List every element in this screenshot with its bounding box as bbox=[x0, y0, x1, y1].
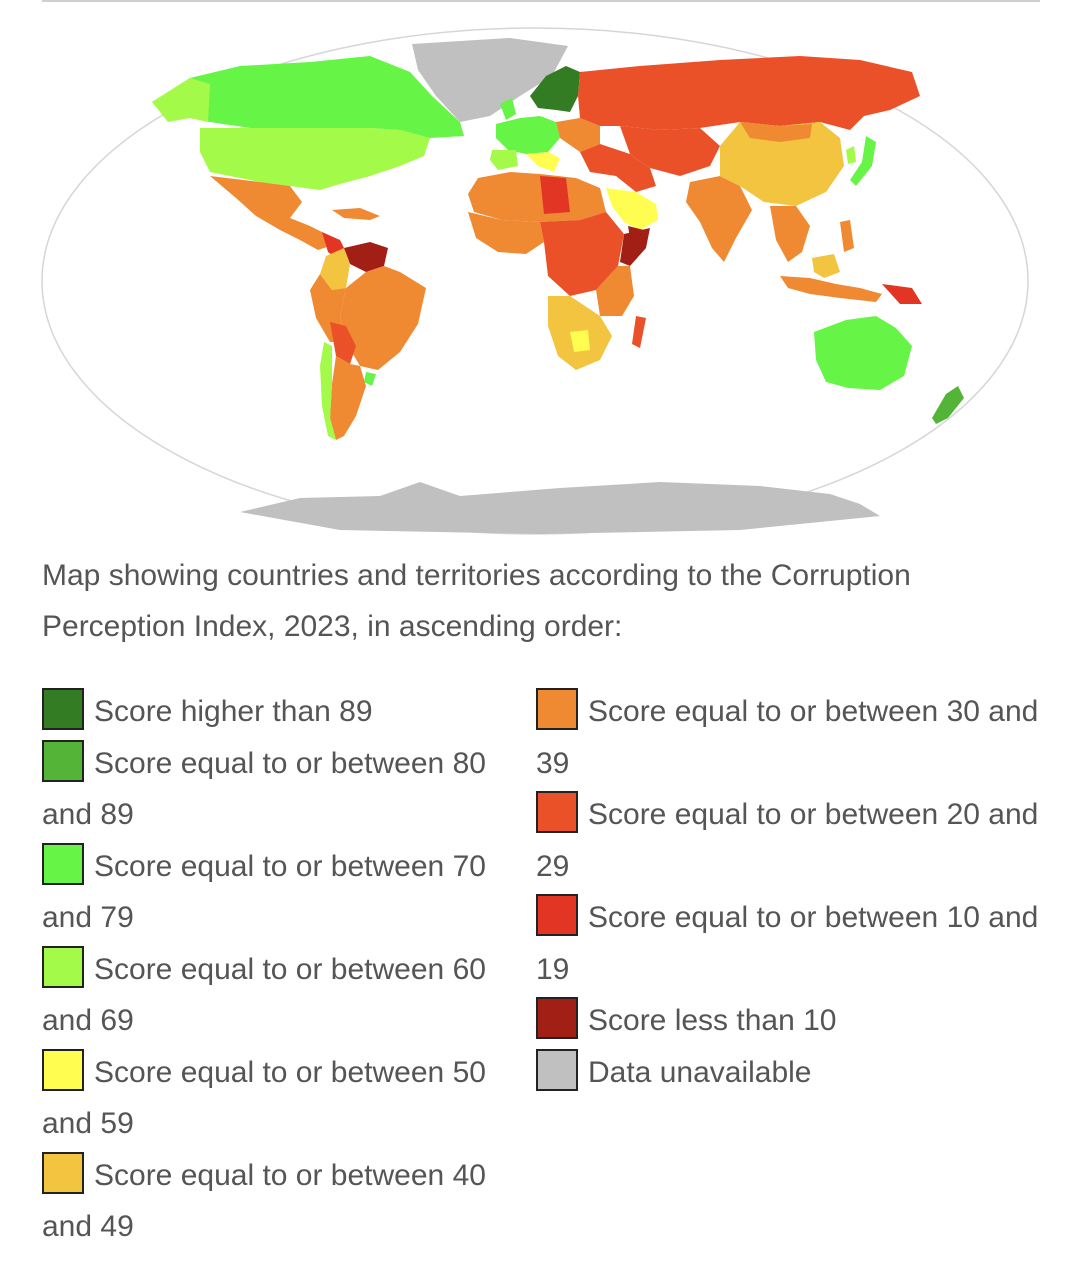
legend-label: Score equal to or between 70 and 79 bbox=[42, 849, 486, 935]
legend-label: Score equal to or between 80 and 89 bbox=[42, 746, 486, 832]
region-india bbox=[686, 176, 752, 262]
region-greenland bbox=[412, 38, 568, 122]
region-canada bbox=[152, 56, 464, 138]
region-antarctica bbox=[240, 482, 880, 534]
legend-label: Score less than 10 bbox=[588, 1004, 837, 1037]
region-mexico bbox=[210, 176, 330, 250]
legend-swatch bbox=[42, 1151, 84, 1194]
legend-swatch bbox=[42, 842, 84, 885]
region-horn-of-africa bbox=[620, 228, 650, 266]
legend-item: Score higher than 89 bbox=[42, 686, 497, 738]
legend-swatch bbox=[536, 688, 578, 730]
region-japan bbox=[850, 136, 876, 186]
region-china bbox=[720, 122, 844, 206]
legend-item: Score equal to or between 80 and 89 bbox=[42, 738, 497, 841]
legend-label: Score equal to or between 40 and 49 bbox=[42, 1158, 486, 1244]
region-australia bbox=[814, 316, 912, 390]
region-scandinavia bbox=[530, 66, 580, 112]
legend-swatch bbox=[42, 688, 84, 730]
legend-swatch bbox=[42, 739, 84, 782]
region-indonesia bbox=[780, 276, 882, 302]
legend-swatch bbox=[42, 945, 84, 988]
top-divider bbox=[42, 0, 1040, 2]
legend-label: Score equal to or between 20 and 29 bbox=[536, 798, 1039, 883]
region-venezuela bbox=[344, 242, 388, 272]
region-east-africa bbox=[596, 266, 634, 316]
region-brazil bbox=[340, 266, 426, 370]
region-libya bbox=[540, 176, 570, 214]
region-iberia bbox=[490, 150, 518, 170]
map-caption: Map showing countries and territories ac… bbox=[42, 559, 911, 643]
region-korea bbox=[846, 146, 856, 164]
region-borneo bbox=[812, 254, 840, 278]
legend-item: Score equal to or between 30 and 39 bbox=[536, 686, 1041, 789]
world-map bbox=[40, 26, 1030, 536]
legend-swatch bbox=[536, 791, 578, 833]
legend-item: Score equal to or between 20 and 29 bbox=[536, 789, 1041, 892]
region-western-europe bbox=[496, 116, 560, 154]
legend-swatch bbox=[536, 894, 578, 936]
region-colombia bbox=[320, 248, 350, 290]
legend-label: Score equal to or between 60 and 69 bbox=[42, 952, 486, 1038]
region-arabia bbox=[606, 188, 658, 230]
region-turkey-iran bbox=[580, 144, 656, 192]
legend-swatch bbox=[536, 997, 578, 1039]
legend-label: Data unavailable bbox=[588, 1055, 812, 1089]
region-alaska bbox=[152, 78, 210, 122]
region-new-zealand bbox=[932, 386, 964, 424]
legend-swatch bbox=[536, 1048, 578, 1091]
region-caribbean bbox=[332, 208, 380, 220]
region-uruguay bbox=[364, 372, 376, 386]
legend-label: Score equal to or between 50 and 59 bbox=[42, 1055, 486, 1141]
region-argentina bbox=[330, 356, 366, 440]
legend-label: Score equal to or between 30 and 39 bbox=[536, 695, 1039, 780]
legend-swatch bbox=[42, 1048, 84, 1091]
world-map-svg bbox=[41, 27, 1029, 535]
region-west-africa bbox=[468, 212, 544, 254]
legend-item: Score equal to or between 50 and 59 bbox=[42, 1047, 497, 1150]
legend-right-column: Score equal to or between 30 and 39 Scor… bbox=[536, 686, 1041, 1098]
region-southern-europe bbox=[526, 152, 560, 172]
region-uk bbox=[500, 98, 516, 120]
region-central-asia bbox=[620, 126, 720, 176]
legend-label: Score higher than 89 bbox=[94, 695, 373, 728]
region-central-africa bbox=[540, 212, 624, 296]
legend-item: Score equal to or between 70 and 79 bbox=[42, 841, 497, 944]
region-eastern-europe bbox=[556, 118, 600, 152]
region-paraguay-bolivia bbox=[330, 322, 356, 364]
legend-item: Score less than 10 bbox=[536, 995, 1041, 1047]
legend-left-column: Score higher than 89 Score equal to or b… bbox=[42, 686, 497, 1253]
region-madagascar bbox=[632, 316, 646, 348]
region-chile bbox=[320, 342, 336, 440]
region-papua bbox=[882, 284, 922, 304]
legend-label: Score equal to or between 10 and 19 bbox=[536, 901, 1039, 986]
region-mongolia bbox=[740, 122, 812, 142]
legend-item: Score equal to or between 60 and 69 bbox=[42, 944, 497, 1047]
region-southeast-asia bbox=[770, 206, 810, 262]
region-russia bbox=[578, 56, 920, 130]
region-philippines bbox=[840, 220, 854, 252]
legend-item: Data unavailable bbox=[536, 1047, 1041, 1099]
region-usa bbox=[200, 128, 430, 190]
region-botswana bbox=[570, 330, 590, 352]
legend-item: Score equal to or between 40 and 49 bbox=[42, 1150, 497, 1253]
legend-item: Score equal to or between 10 and 19 bbox=[536, 892, 1041, 995]
region-north-africa bbox=[468, 172, 606, 222]
